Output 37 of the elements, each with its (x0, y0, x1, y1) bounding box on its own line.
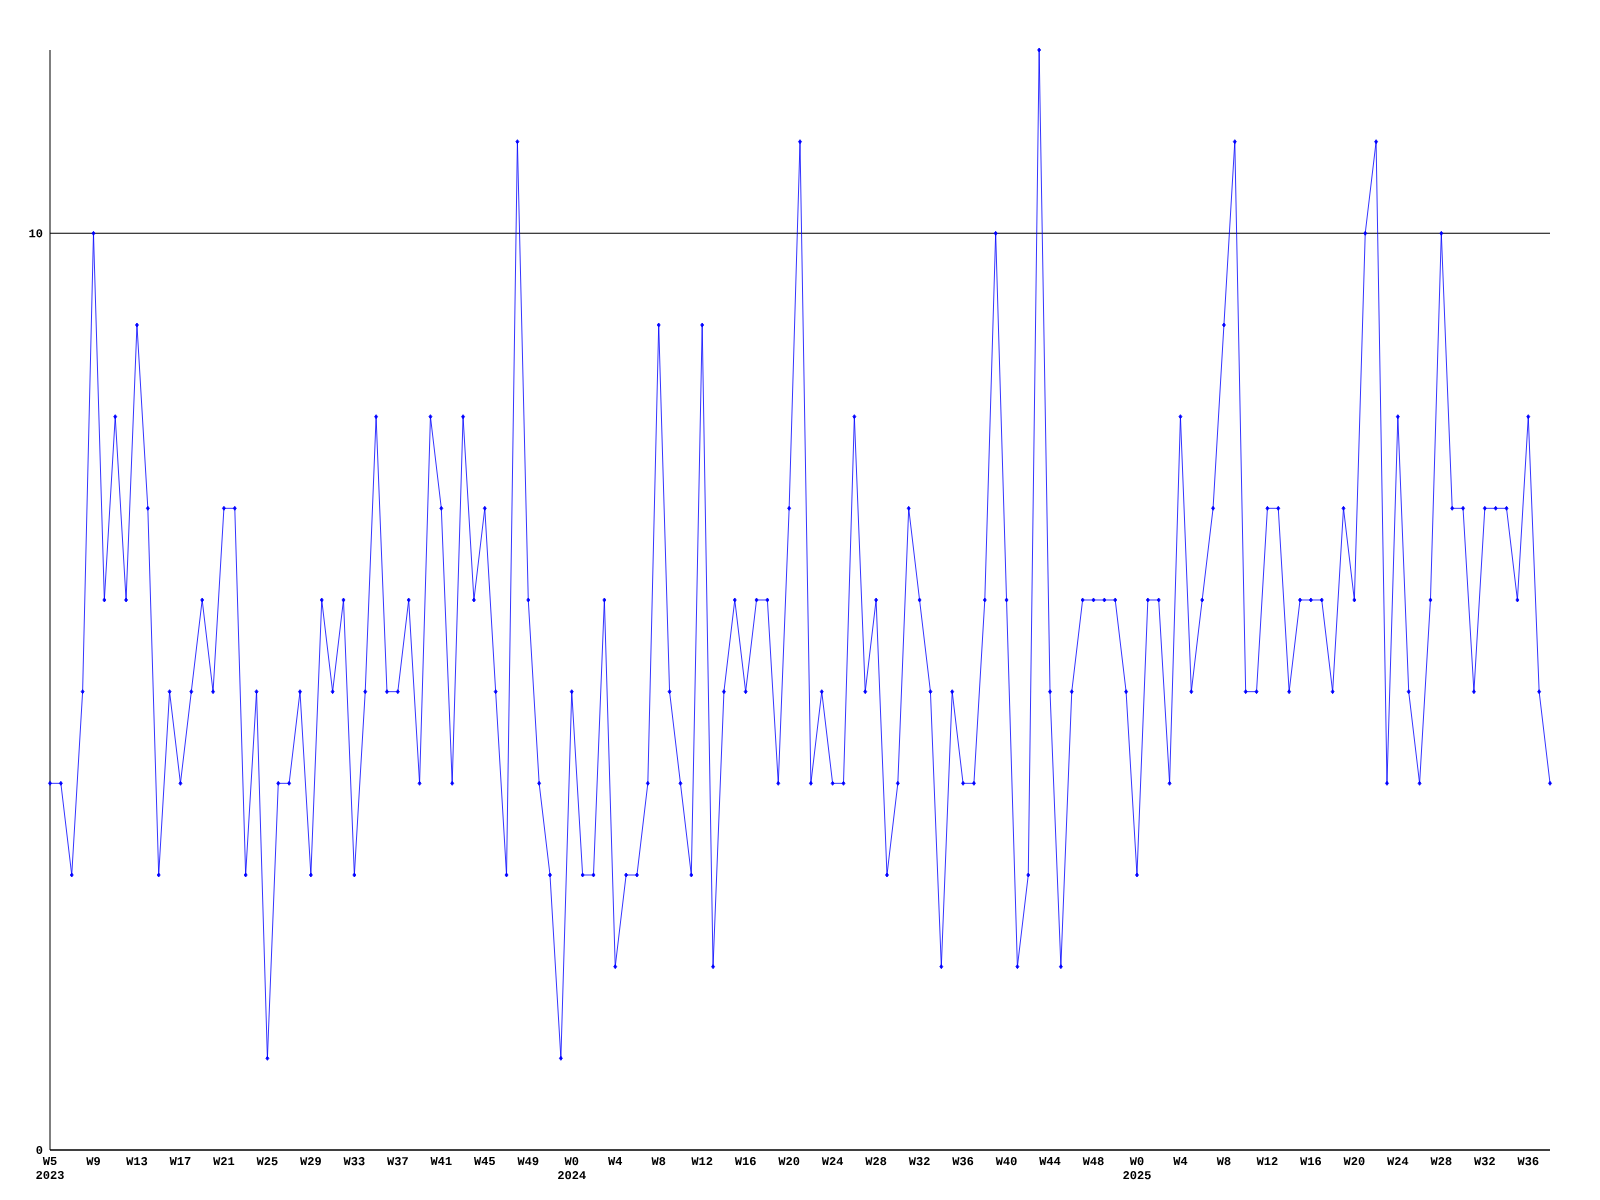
x-tick-label: W4 (1173, 1157, 1188, 1165)
x-tick-label: W0 2025 (1123, 1157, 1151, 1180)
x-tick-label: W17 (169, 1157, 191, 1165)
x-tick-label: W24 (1387, 1157, 1409, 1166)
x-tick-label: W28 (865, 1157, 887, 1166)
x-tick-label: W24 (821, 1157, 844, 1166)
x-tick-label: W4 (608, 1157, 623, 1165)
x-tick-label: W12 (691, 1157, 713, 1166)
x-tick-label: W12 (1256, 1157, 1278, 1166)
x-tick-label: W13 (126, 1157, 148, 1166)
x-tick-label: W21 (213, 1157, 235, 1166)
x-tick-label: W16 (734, 1157, 756, 1166)
x-tick-label: W20 (778, 1157, 800, 1166)
x-tick-label: W5 2023 (36, 1157, 64, 1180)
y-tick-label: 0 (36, 1145, 43, 1155)
x-tick-label: W36 (1517, 1157, 1539, 1166)
x-tick-label: W16 (1300, 1157, 1322, 1166)
x-tick-label: W45 (473, 1157, 495, 1166)
y-tick-label: 10 (29, 229, 43, 238)
x-tick-label: W8 (1216, 1157, 1231, 1166)
x-tick-label: W9 (86, 1157, 100, 1166)
x-tick-label: W8 (651, 1157, 666, 1166)
x-tick-label: W41 (430, 1157, 452, 1165)
x-tick-label: W33 (343, 1157, 365, 1166)
x-tick-label: W40 (995, 1157, 1017, 1166)
x-tick-label: W32 (908, 1157, 930, 1166)
x-tick-label: W44 (1039, 1157, 1061, 1165)
x-tick-label: W37 (387, 1157, 408, 1166)
x-tick-label: W20 (1343, 1157, 1365, 1166)
x-tick-label: W32 (1474, 1157, 1495, 1166)
x-tick-label: W25 (256, 1157, 278, 1166)
x-tick-label: W0 2024 (558, 1157, 586, 1180)
x-tick-label: W49 (517, 1157, 539, 1166)
x-tick-label: W28 (1430, 1157, 1452, 1166)
x-tick-label: W48 (1082, 1157, 1104, 1166)
x-tick-label: W36 (952, 1157, 974, 1166)
x-tick-label: W29 (300, 1157, 321, 1166)
